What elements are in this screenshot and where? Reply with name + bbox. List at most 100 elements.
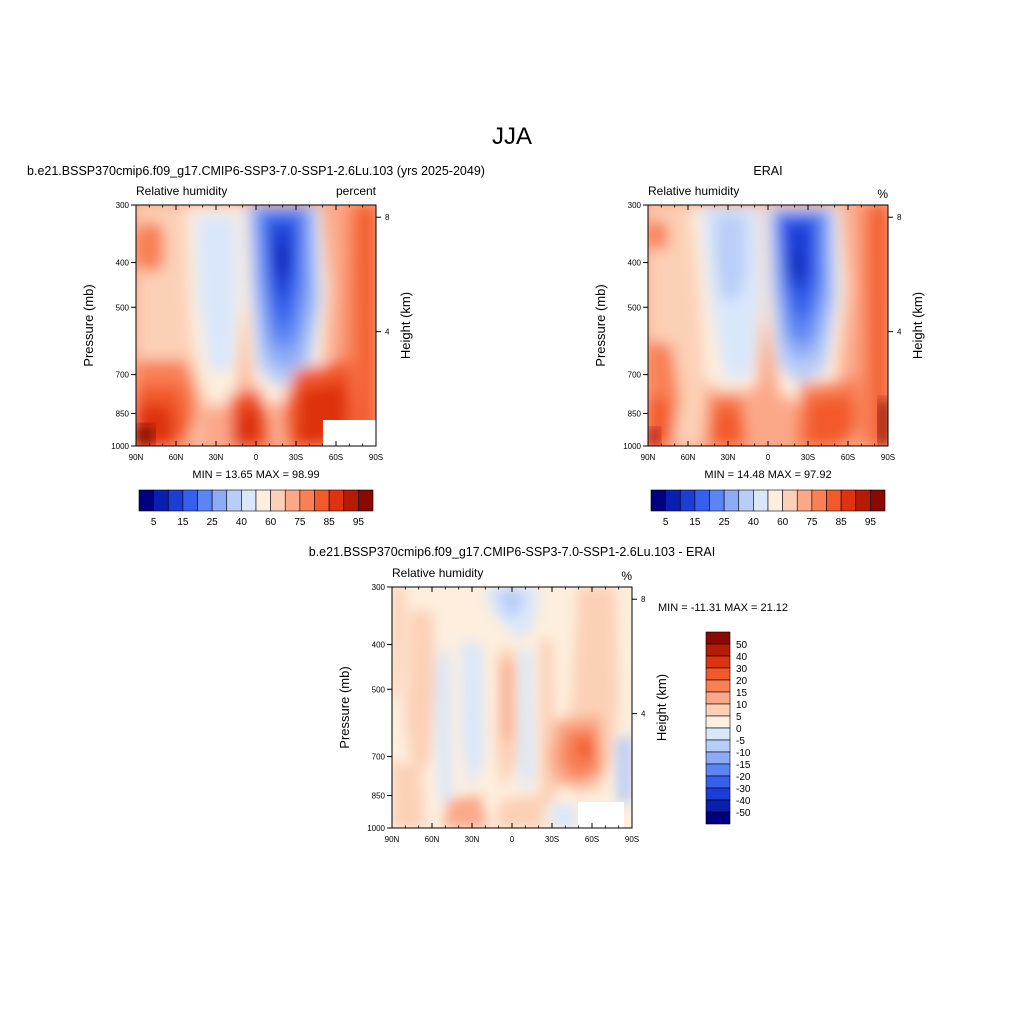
panel-model-title: b.e21.BSSP370cmip6.f09_g17.CMIP6-SSP3-7.… [27, 164, 485, 178]
colorbar-swatch [705, 739, 731, 753]
colorbar-swatch [241, 489, 257, 512]
x-tick-label: 90N [385, 835, 400, 844]
panel-model-var-label: Relative humidity [136, 184, 227, 198]
p-tick-label: 700 [628, 371, 642, 380]
colorbar-swatch [705, 727, 731, 741]
x-tick-label: 60N [425, 835, 440, 844]
y-axis-label-height: Height (km) [654, 674, 669, 741]
colorbar-label: 25 [207, 517, 219, 528]
colorbar-label: 15 [177, 517, 189, 528]
h-tick-label: 4 [385, 328, 390, 337]
x-tick-label: 60N [681, 453, 696, 462]
colorbar-swatch [705, 751, 731, 765]
colorbar-swatch [723, 489, 740, 512]
colorbar-swatch [826, 489, 842, 512]
p-tick-label: 700 [116, 371, 130, 380]
colorbar-swatch [753, 489, 769, 512]
x-tick-label: 90N [129, 453, 144, 462]
panel-diff-field [392, 587, 632, 828]
colorbar-swatch [738, 489, 754, 512]
colorbar-swatch [358, 489, 374, 512]
p-tick-label: 500 [628, 303, 642, 312]
panel-erai-stats: MIN = 14.48 MAX = 97.92 [704, 469, 831, 481]
p-tick-label: 1000 [623, 442, 641, 451]
colorbar-swatch [328, 489, 345, 512]
panel-erai-field [648, 205, 888, 446]
colorbar-label: 20 [736, 676, 748, 687]
colorbar-swatch [211, 489, 228, 512]
colorbar-swatch [705, 703, 731, 717]
p-tick-label: 400 [116, 259, 130, 268]
colorbar-swatch [255, 489, 271, 512]
colorbar-label: 10 [736, 700, 748, 711]
colorbar-swatch [767, 489, 783, 512]
y-axis-label-height: Height (km) [398, 292, 413, 359]
colorbar-label: 40 [736, 652, 748, 663]
p-tick-label: 850 [372, 791, 386, 800]
h-tick-label: 8 [641, 595, 646, 604]
colorbar-label: -30 [736, 784, 751, 795]
x-tick-label: 0 [766, 453, 771, 462]
colorbar-label: -15 [736, 760, 751, 771]
x-tick-label: 30S [801, 453, 815, 462]
colorbar-swatch [299, 489, 315, 512]
panel-diff-stats: MIN = -11.31 MAX = 21.12 [658, 602, 788, 614]
colorbar-swatch [650, 489, 666, 512]
panel-model-x-axis: 90N 60N 30N 0 30S 60S 90S 300 400 500 700 850 1000 8 4… [81, 201, 413, 462]
panel-erai-var-label: Relative humidity [648, 184, 739, 198]
colorbar-label: 30 [736, 664, 748, 675]
colorbar-label: 5 [736, 712, 742, 723]
panel-model-units: percent [336, 184, 377, 198]
p-tick-label: 1000 [111, 442, 129, 451]
y-axis-label-pressure: Pressure (mb) [337, 666, 352, 748]
colorbar-label: 60 [265, 517, 277, 528]
p-tick-label: 700 [372, 753, 386, 762]
x-tick-label: 90S [369, 453, 383, 462]
colorbar-label: 60 [777, 517, 789, 528]
colorbar-label: 15 [689, 517, 701, 528]
panel-model-stats: MIN = 13.65 MAX = 98.99 [192, 469, 319, 481]
colorbar-swatch [705, 667, 731, 681]
colorbar-swatch [709, 489, 725, 512]
colorbar-swatch [705, 787, 731, 801]
panel-diff-title: b.e21.BSSP370cmip6.f09_g17.CMIP6-SSP3-7.… [309, 545, 715, 559]
panel-diff-x-axis: 90N 60N 30N 0 30S 60S 90S 300 400 500 700 850 1000 8 4… [337, 583, 669, 844]
p-tick-label: 400 [372, 641, 386, 650]
h-tick-label: 4 [897, 328, 902, 337]
colorbar-swatch [705, 763, 731, 777]
colorbar-erai: 5 15 25 40 60 75 85 95 [650, 489, 886, 528]
colorbar-label: -50 [736, 808, 751, 819]
x-tick-label: 30S [545, 835, 559, 844]
colorbar-swatch [840, 489, 857, 512]
panel-model: b.e21.BSSP370cmip6.f09_g17.CMIP6-SSP3-7.… [27, 164, 485, 481]
panel-diff-var-label: Relative humidity [392, 566, 483, 580]
colorbar-label: 15 [736, 688, 748, 699]
colorbar-label: 40 [748, 517, 760, 528]
colorbar-label: 75 [806, 517, 818, 528]
x-tick-label: 90N [641, 453, 656, 462]
x-tick-label: 30S [289, 453, 303, 462]
colorbar-label: 40 [236, 517, 248, 528]
x-tick-label: 0 [510, 835, 515, 844]
colorbar-label: -20 [736, 772, 751, 783]
suptitle: JJA [492, 123, 532, 150]
colorbar-swatch [782, 489, 798, 512]
colorbar-label: 85 [324, 517, 336, 528]
panel-erai-x-axis: 90N 60N 30N 0 30S 60S 90S 300 400 500 700 850 1000 8 4… [593, 201, 925, 462]
colorbar-swatch [705, 631, 731, 645]
colorbar-swatch [796, 489, 813, 512]
colorbar-swatch [343, 489, 359, 512]
colorbar-swatch [182, 489, 198, 512]
p-tick-label: 300 [372, 583, 386, 592]
colorbar-label: 85 [836, 517, 848, 528]
panel-diff: b.e21.BSSP370cmip6.f09_g17.CMIP6-SSP3-7.… [309, 545, 788, 844]
x-tick-label: 0 [254, 453, 259, 462]
x-tick-label: 30N [209, 453, 224, 462]
colorbar-swatch [705, 679, 731, 693]
x-tick-label: 30N [721, 453, 736, 462]
colorbar-swatch [705, 715, 731, 729]
colorbar-swatch [226, 489, 242, 512]
colorbar-swatch [167, 489, 184, 512]
h-tick-label: 8 [385, 213, 390, 222]
